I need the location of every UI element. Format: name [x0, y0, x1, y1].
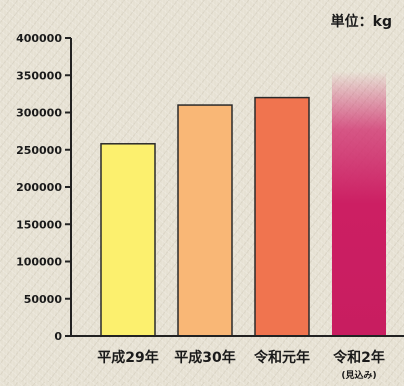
x-category-label: 平成29年 [97, 349, 158, 366]
bar-3 [254, 96, 310, 337]
y-tick-label: 100000 [16, 256, 62, 269]
y-axis-ticks: 0 50000 100000 150000 200000 250000 300000 3500… [16, 32, 71, 343]
y-tick-label: 50000 [24, 293, 63, 306]
y-tick-label: 0 [54, 330, 62, 343]
bar-4 [332, 71, 386, 337]
bar-series [100, 71, 386, 337]
bar-2 [177, 104, 233, 337]
y-tick-label: 300000 [16, 107, 62, 120]
y-tick-label: 250000 [16, 144, 62, 157]
y-tick-label: 150000 [16, 218, 62, 231]
y-tick-label: 400000 [16, 32, 62, 45]
x-category-label: 令和元年 [253, 349, 310, 366]
x-category-note: (見込み) [341, 369, 376, 381]
x-category-label: 令和2年 [332, 349, 385, 366]
bar-1 [100, 143, 156, 337]
x-axis-labels: 平成29年 平成30年 令和元年 令和2年 (見込み) [97, 349, 385, 381]
unit-label: 単位：kg [331, 13, 392, 30]
y-tick-label: 200000 [16, 181, 62, 194]
y-tick-label: 350000 [16, 69, 62, 82]
x-category-label: 平成30年 [174, 349, 235, 366]
